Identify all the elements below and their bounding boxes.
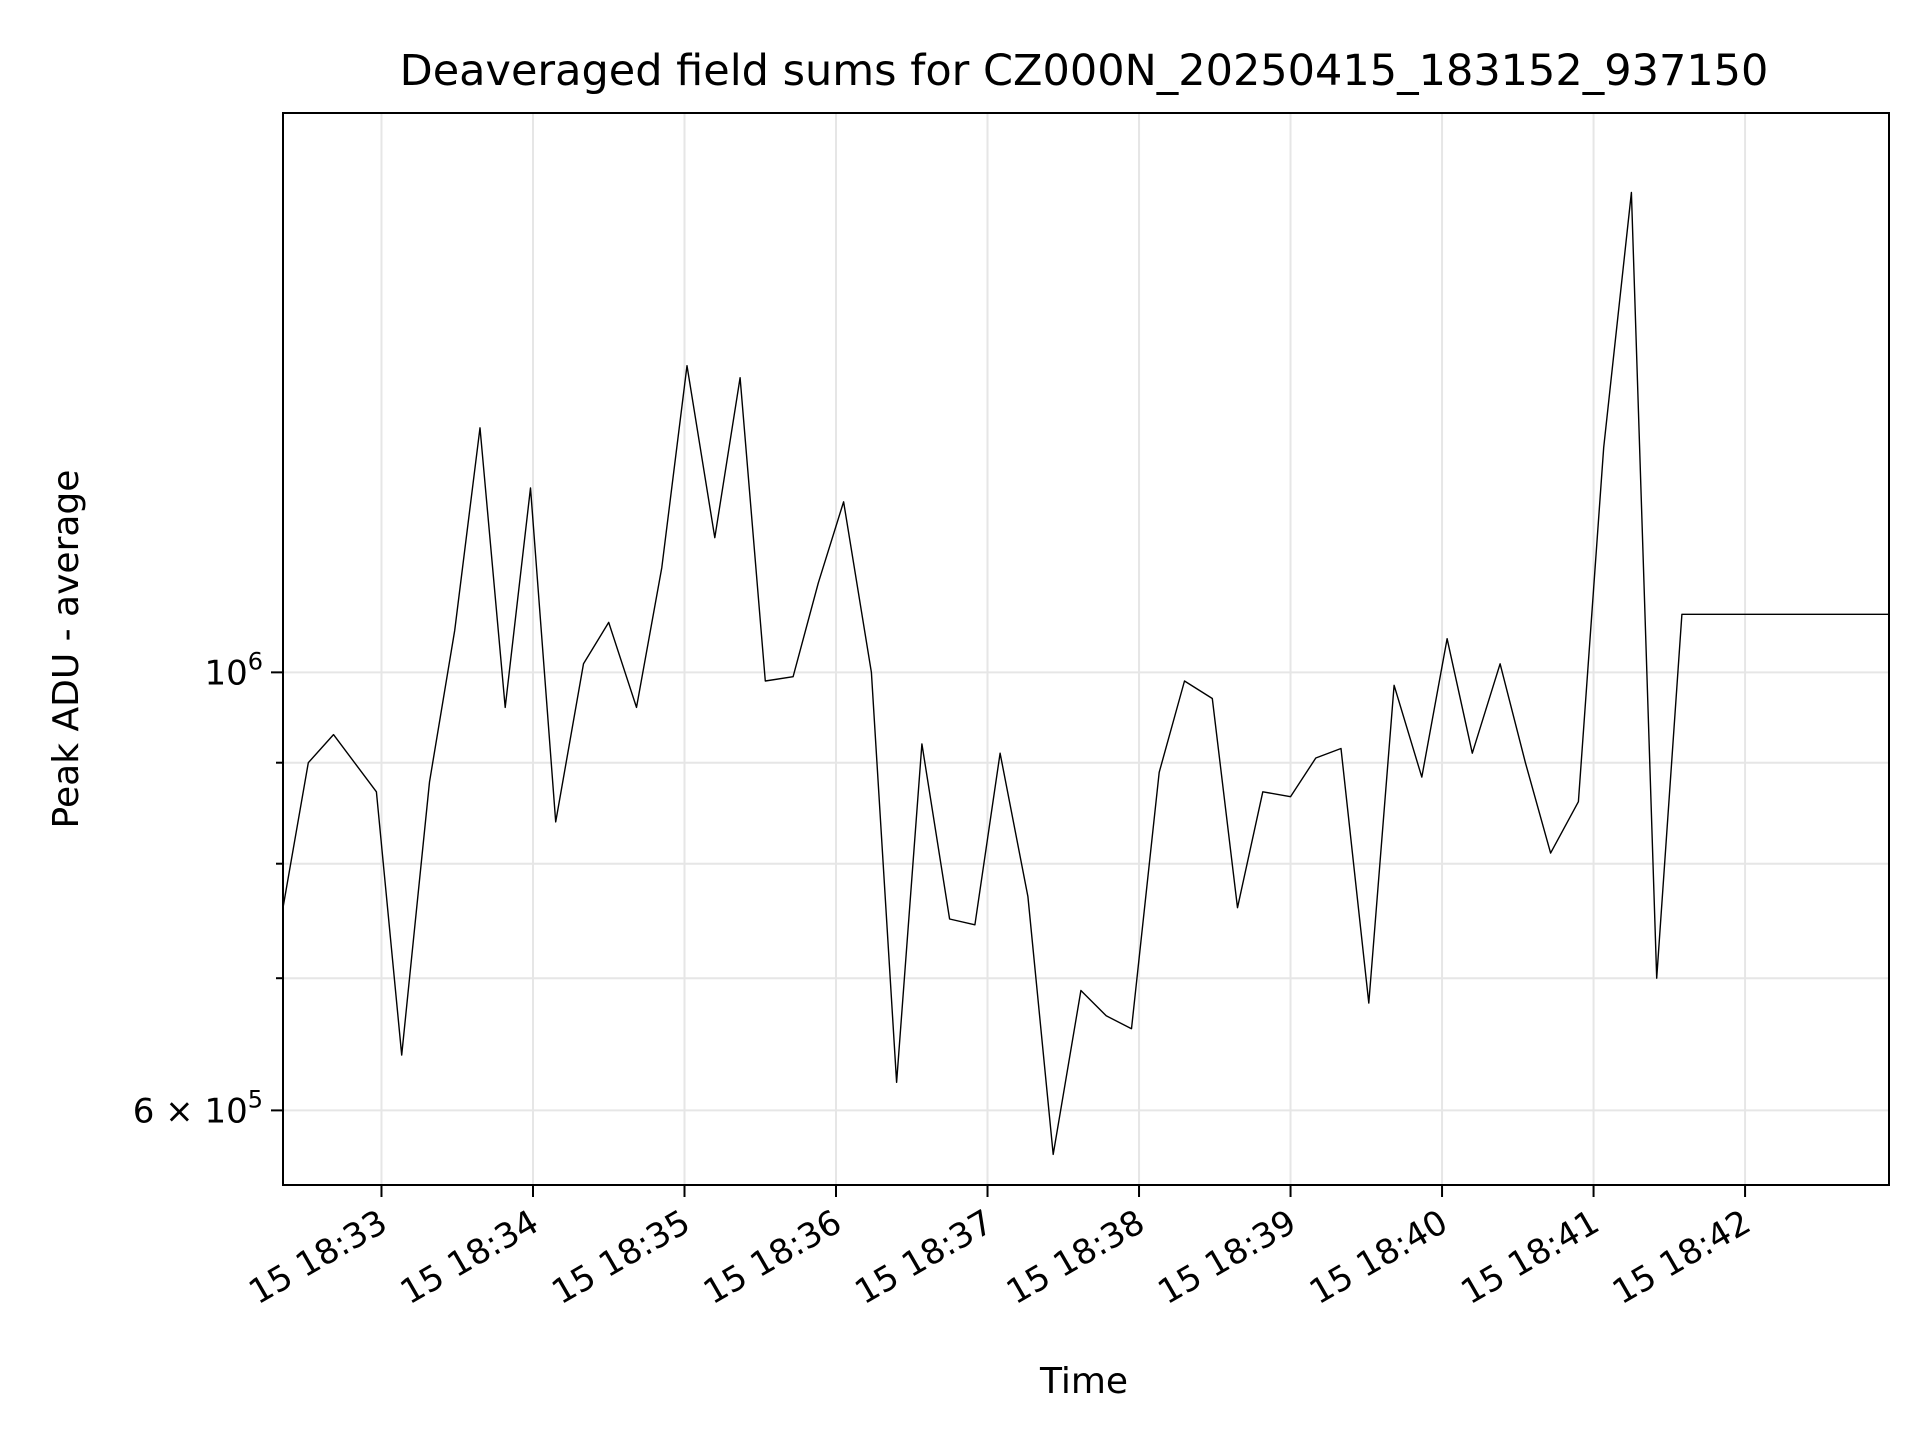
x-axis-label: Time (1039, 1361, 1128, 1402)
series-layer (282, 191, 1889, 1156)
y-axis: 106 6 × 105 (133, 647, 283, 1131)
plot-frame (282, 112, 1890, 1186)
y-axis-label: Peak ADU - average (46, 470, 87, 829)
y-tick-label: 106 (204, 647, 263, 693)
series-line-0 (282, 191, 1889, 1156)
chart-title: Deaveraged field sums for CZ000N_2025041… (400, 46, 1769, 96)
y-tick-label: 6 × 105 (133, 1085, 263, 1131)
grid (283, 113, 1889, 1185)
